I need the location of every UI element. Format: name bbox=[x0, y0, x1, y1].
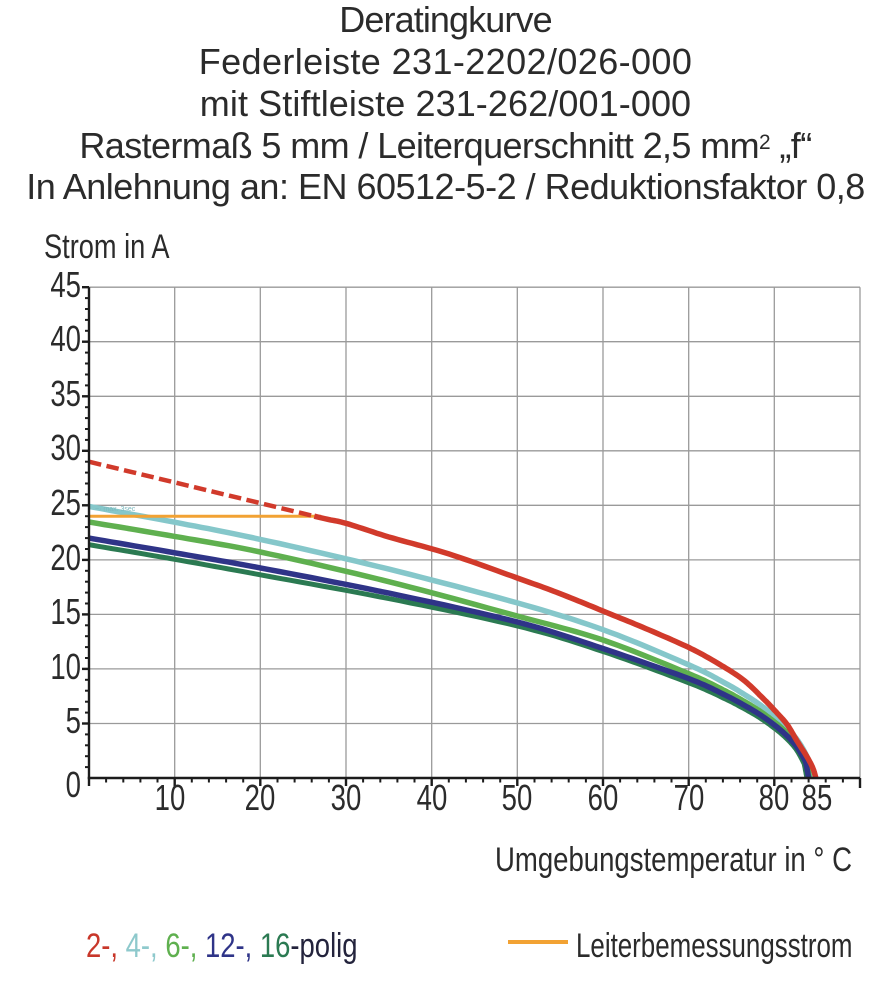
svg-text:~· max. 3sec: ~· max. 3sec bbox=[95, 506, 136, 513]
